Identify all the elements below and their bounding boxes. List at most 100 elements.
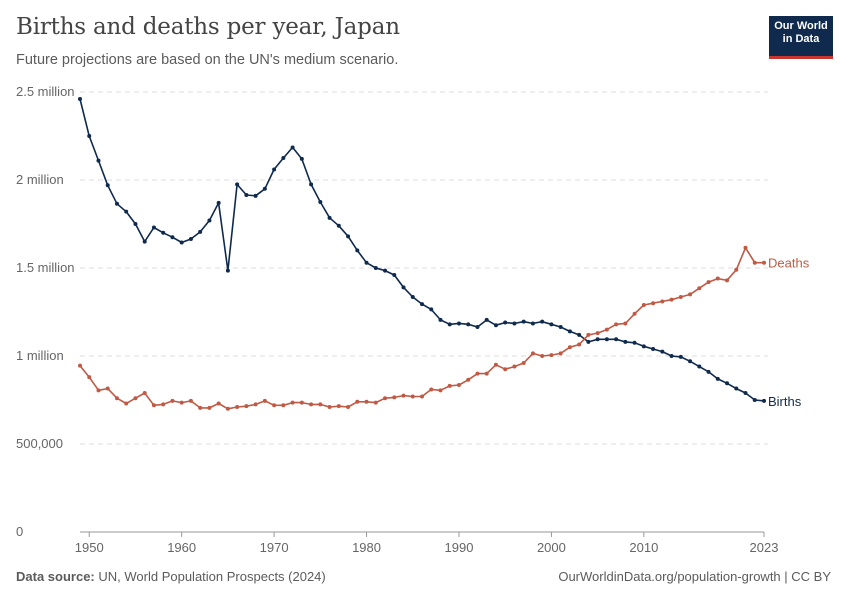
births-point	[743, 390, 748, 395]
births-point	[392, 273, 397, 278]
owid-logo[interactable]: Our World in Data	[769, 16, 833, 59]
births-point	[262, 186, 267, 191]
data-source: Data source: UN, World Population Prospe…	[16, 569, 326, 584]
deaths-point	[503, 367, 508, 372]
deaths-point	[290, 400, 295, 405]
chart-subtitle: Future projections are based on the UN's…	[16, 52, 399, 68]
deaths-point	[715, 276, 720, 281]
births-point	[420, 302, 424, 307]
births-point	[540, 319, 545, 324]
births-point	[235, 182, 240, 187]
deaths-point	[198, 405, 203, 410]
births-point	[161, 230, 166, 235]
deaths-point	[207, 405, 212, 410]
deaths-point	[493, 362, 498, 367]
line-chart[interactable]: 0 500,000 1 million 1.5 million 2 million 2.5…	[0, 0, 850, 560]
y-tick-label: 500,000	[16, 436, 63, 451]
births-point	[281, 156, 286, 160]
births-point	[762, 398, 766, 403]
births-point	[364, 260, 369, 265]
births-point	[475, 324, 480, 329]
deaths-point	[530, 351, 535, 356]
births-point	[604, 337, 609, 342]
deaths-point	[225, 406, 230, 411]
births-point	[697, 364, 702, 369]
deaths-point	[401, 393, 406, 398]
deaths-point	[299, 400, 304, 405]
deaths-point	[327, 405, 332, 410]
deaths-point	[318, 402, 323, 407]
deaths-point	[725, 278, 730, 283]
data-source-text[interactable]: UN, World Population Prospects (2024)	[98, 569, 326, 584]
births-point	[614, 337, 619, 342]
deaths-point	[373, 400, 378, 405]
deaths-point	[549, 353, 554, 358]
deaths-point	[641, 302, 646, 307]
deaths-point	[346, 405, 351, 410]
births-point	[87, 134, 92, 138]
deaths-point	[262, 398, 267, 403]
deaths-point	[475, 371, 480, 376]
x-tick-label: 2000	[537, 540, 566, 555]
deaths-point	[161, 402, 166, 407]
deaths-point	[586, 332, 591, 337]
deaths-point	[614, 322, 619, 327]
deaths-point	[142, 390, 147, 395]
deaths-point	[512, 364, 517, 369]
births-point	[78, 97, 82, 102]
deaths-point	[669, 297, 674, 302]
births-point	[429, 307, 434, 312]
births-point	[96, 158, 101, 163]
births-point	[632, 340, 637, 345]
births-point	[373, 266, 378, 270]
deaths-point	[484, 371, 489, 376]
y-tick-label: 1.5 million	[16, 260, 75, 275]
births-point	[651, 346, 656, 351]
births-point	[447, 322, 452, 327]
deaths-point	[429, 387, 434, 392]
births-point	[114, 201, 119, 206]
deaths-point	[558, 351, 563, 356]
births-point	[410, 295, 415, 300]
y-tick-label: 0	[16, 524, 23, 539]
births-point	[521, 319, 526, 324]
births-point	[151, 225, 156, 230]
births-point	[170, 235, 175, 240]
deaths-point	[604, 327, 609, 332]
deaths-point	[253, 402, 258, 407]
births-series-label: Births	[768, 394, 802, 409]
x-tick-label: 2010	[629, 540, 658, 555]
deaths-point	[179, 400, 184, 405]
deaths-point	[216, 401, 221, 406]
deaths-point	[567, 345, 572, 350]
births-point	[669, 354, 674, 358]
births-point	[688, 359, 693, 364]
births-point	[752, 398, 757, 402]
births-point	[216, 200, 221, 205]
source-url[interactable]: OurWorldinData.org/population-growth | C…	[558, 569, 831, 584]
births-point	[272, 167, 277, 172]
births-point	[327, 215, 332, 220]
births-point	[567, 329, 572, 334]
deaths-point	[235, 405, 240, 410]
x-tick-label: 1950	[75, 540, 104, 555]
deaths-point	[632, 311, 637, 316]
births-point	[401, 285, 406, 290]
deaths-point	[336, 404, 341, 409]
births-point	[586, 339, 591, 344]
births-point	[336, 223, 341, 228]
deaths-point	[420, 394, 424, 399]
deaths-point	[114, 396, 119, 401]
births-point	[660, 349, 665, 354]
deaths-point	[124, 401, 129, 406]
births-point	[355, 248, 360, 253]
deaths-point	[364, 399, 369, 404]
births-point	[549, 322, 554, 327]
deaths-point	[752, 260, 757, 265]
deaths-point	[309, 402, 314, 407]
births-point	[512, 321, 517, 326]
x-tick-label: 1960	[167, 540, 196, 555]
births-point	[244, 192, 249, 197]
births-point	[734, 386, 739, 391]
deaths-point	[447, 383, 452, 388]
